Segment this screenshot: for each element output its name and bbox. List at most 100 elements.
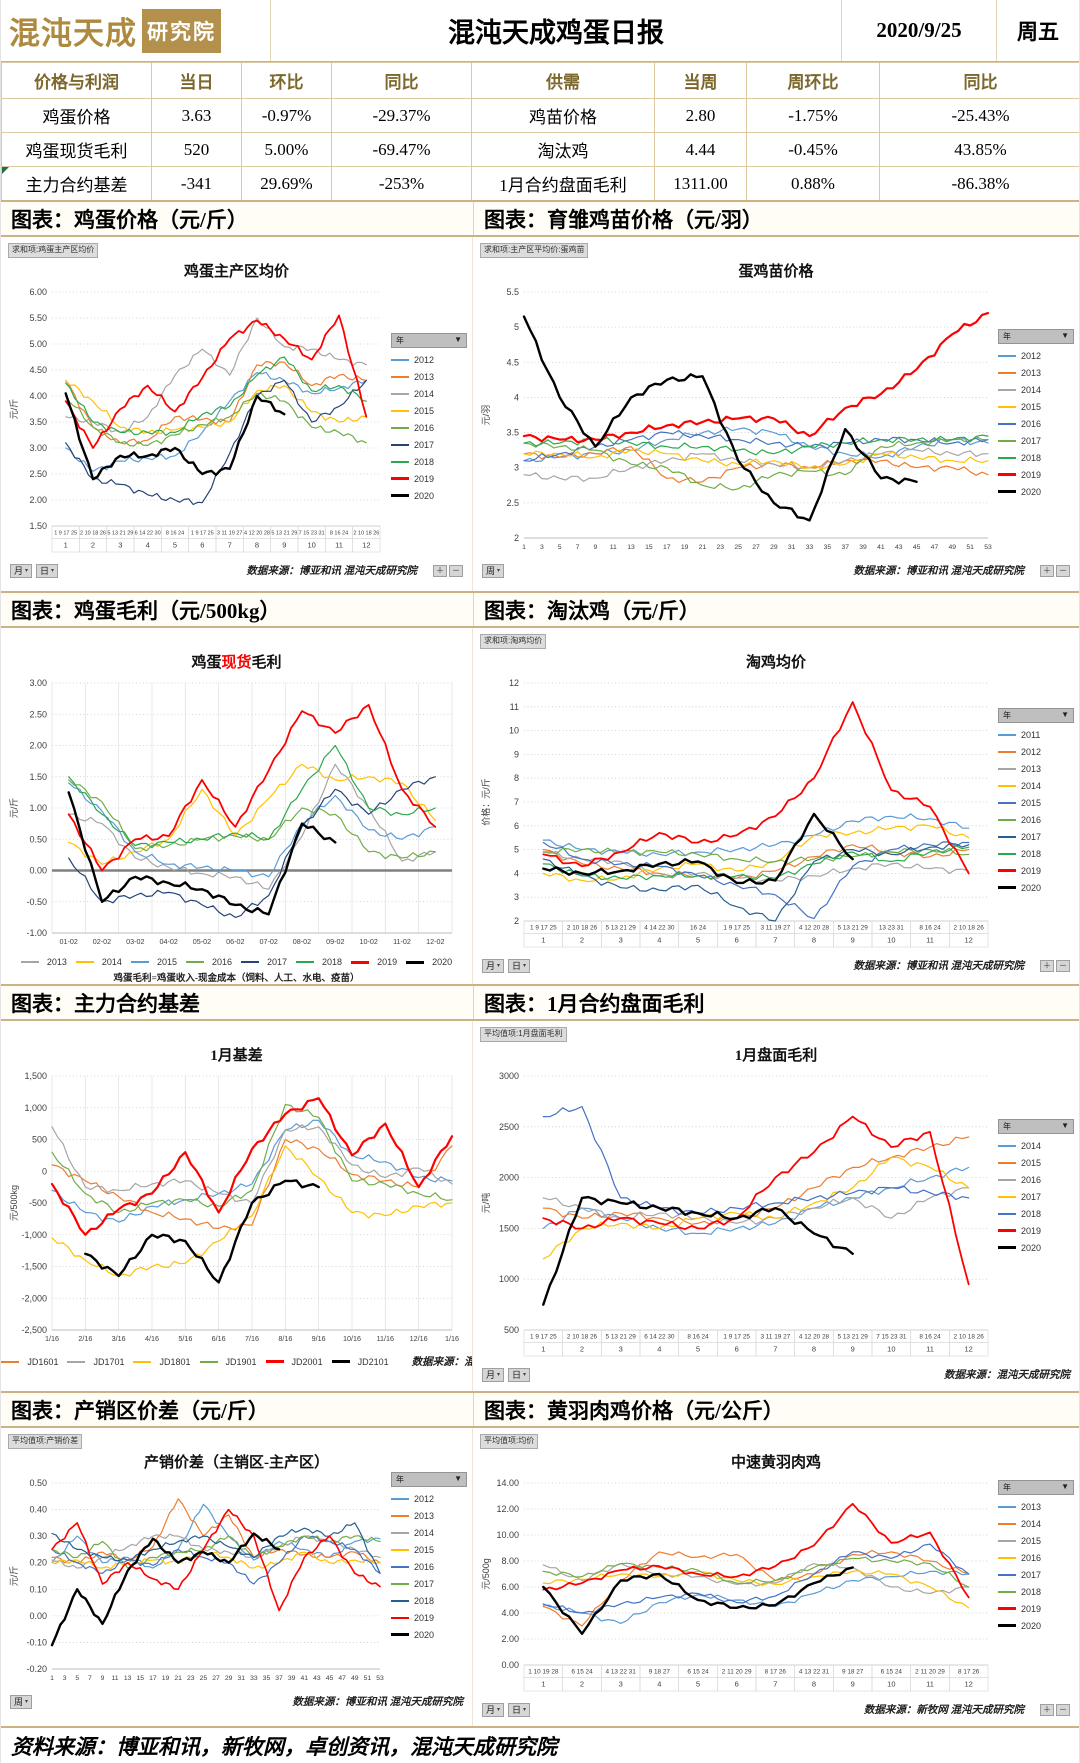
year-filter-button[interactable]: 年 ▼ <box>998 1119 1074 1134</box>
zoom-out-button[interactable]: － <box>1056 564 1070 577</box>
chart-jan-board-margin: 平均值项:1月盘面毛利 1月盘面毛利 500 1000 1500 2000 2500 3000… <box>473 1021 1079 1391</box>
field-button-label: 日 <box>512 1704 522 1715</box>
svg-text:5.5: 5.5 <box>506 287 519 297</box>
chart-footer: 周 ▾ 数据来源：博亚和讯 混沌天成研究院 <box>6 1692 467 1709</box>
section-title-cull-hen: 图表：淘汰鸡（元/斤） <box>484 598 700 623</box>
svg-text:4.5: 4.5 <box>506 357 519 367</box>
legend-swatch <box>998 1144 1016 1147</box>
svg-text:8 16 24: 8 16 24 <box>919 925 941 932</box>
svg-text:5/16: 5/16 <box>178 1334 192 1343</box>
series-line-2018 <box>542 845 970 881</box>
legend-label: JD2001 <box>291 1356 323 1367</box>
svg-text:47: 47 <box>338 1675 346 1682</box>
svg-text:08-02: 08-02 <box>293 937 311 946</box>
legend-swatch <box>391 1633 409 1636</box>
legend-label: 2020 <box>1021 882 1042 893</box>
section-title-chick-price: 图表：育雏鸡苗价格（元/羽） <box>484 207 763 232</box>
svg-text:3.5: 3.5 <box>506 428 519 438</box>
series-line-2016 <box>542 1570 970 1609</box>
chart-title-text: 蛋鸡苗价格 <box>738 264 814 280</box>
field-button-日[interactable]: 日 ▾ <box>508 1367 531 1382</box>
zoom-in-button[interactable]: ＋ <box>1040 959 1054 972</box>
svg-text:16 24: 16 24 <box>690 925 706 932</box>
svg-text:2: 2 <box>91 541 95 550</box>
svg-text:41: 41 <box>301 1675 309 1682</box>
svg-text:15: 15 <box>137 1675 145 1682</box>
zoom-out-button[interactable]: － <box>1056 1703 1070 1716</box>
legend-label: 2019 <box>1021 1225 1042 1236</box>
year-filter-button[interactable]: 年 ▼ <box>998 708 1074 723</box>
zoom-in-button[interactable]: ＋ <box>1040 564 1054 577</box>
metric-cull-hen-label: 淘汰鸡 <box>471 132 655 167</box>
field-button-月[interactable]: 月 ▾ <box>10 563 33 578</box>
logo-script-text: 混沌天成 <box>9 16 137 51</box>
legend-swatch <box>331 1360 350 1363</box>
filter-icon: ▼ <box>454 1474 462 1483</box>
series-line-2020 <box>542 1566 854 1635</box>
field-button-月[interactable]: 月 ▾ <box>482 958 505 973</box>
logo-seal-block: 研究院 <box>142 8 221 53</box>
svg-text:7: 7 <box>773 1680 777 1689</box>
svg-text:51: 51 <box>364 1675 372 1682</box>
legend-label: 2018 <box>414 456 435 467</box>
field-button-日[interactable]: 日 ▾ <box>36 563 59 578</box>
zoom-in-button[interactable]: ＋ <box>1040 1703 1054 1716</box>
legend-label: JD1901 <box>225 1356 257 1367</box>
legend-swatch <box>998 490 1016 493</box>
field-button-日[interactable]: 日 ▾ <box>508 1702 531 1717</box>
zoom-in-button[interactable]: ＋ <box>433 564 447 577</box>
legend-swatch <box>391 426 409 429</box>
svg-text:10.00: 10.00 <box>496 1530 519 1540</box>
svg-text:10: 10 <box>887 1680 895 1689</box>
section-title-egg-price: 图表：鸡蛋价格（元/斤） <box>11 207 248 232</box>
field-button-月[interactable]: 月 ▾ <box>482 1702 505 1717</box>
legend-item-2012: 2012 <box>391 1490 467 1507</box>
chart-legend: 年 ▼ 2014 2015 2016 2017 2018 2019 2020 <box>998 1119 1074 1256</box>
charts-row-1: 求和项:鸡蛋主产区均价 鸡蛋主产区均价 1.50 2.00 2.50 3.00 3.50 4.… <box>1 237 1079 591</box>
svg-text:39: 39 <box>288 1675 296 1682</box>
field-button-周[interactable]: 周 ▾ <box>482 563 505 578</box>
legend-label: 2014 <box>414 388 435 399</box>
svg-text:1: 1 <box>541 1680 545 1689</box>
svg-text:2.5: 2.5 <box>506 498 519 508</box>
legend-label: 2012 <box>414 354 435 365</box>
series-line-2018 <box>65 356 367 436</box>
filter-icon: ▼ <box>454 335 462 344</box>
svg-text:29: 29 <box>770 544 778 551</box>
legend-item-JD2001: JD2001 <box>265 1356 323 1367</box>
svg-text:8: 8 <box>812 1345 816 1354</box>
field-button-日[interactable]: 日 ▾ <box>508 958 531 973</box>
svg-text:8: 8 <box>812 1680 816 1689</box>
zoom-out-button[interactable]: － <box>1056 959 1070 972</box>
svg-text:1 10 19 28: 1 10 19 28 <box>528 1669 559 1676</box>
svg-text:2 10 18 26: 2 10 18 26 <box>954 1334 985 1341</box>
legend-item-2018: 2018 <box>998 449 1074 466</box>
chart-title-text: 淘鸡均价 <box>745 655 806 671</box>
field-button-label: 月 <box>486 1369 496 1380</box>
svg-text:500: 500 <box>32 1135 47 1145</box>
filter-label: 年 <box>396 336 404 345</box>
metric-basis-label: 主力合约基差 <box>1 166 152 200</box>
legend-swatch <box>998 1161 1016 1164</box>
svg-text:6.00: 6.00 <box>501 1582 519 1592</box>
year-filter-button[interactable]: 年 ▼ <box>998 329 1074 344</box>
svg-text:6: 6 <box>735 936 739 945</box>
svg-text:6 14 22 30: 6 14 22 30 <box>644 1334 675 1341</box>
legend-item-JD1901: JD1901 <box>199 1356 257 1367</box>
svg-text:17: 17 <box>663 544 671 551</box>
field-button-label: 月 <box>486 1704 496 1715</box>
year-filter-button[interactable]: 年 ▼ <box>998 1480 1074 1495</box>
svg-text:9: 9 <box>101 1675 105 1682</box>
field-button-月[interactable]: 月 ▾ <box>482 1367 505 1382</box>
zoom-out-button[interactable]: － <box>449 564 463 577</box>
series-line-2019 <box>542 1115 970 1286</box>
year-filter-button[interactable]: 年 ▼ <box>391 1472 467 1487</box>
svg-text:14.00: 14.00 <box>496 1478 519 1488</box>
svg-text:1/16: 1/16 <box>45 1334 59 1343</box>
svg-text:5: 5 <box>514 322 519 332</box>
year-filter-button[interactable]: 年 ▼ <box>391 333 467 348</box>
chart-legend: 年 ▼ 2012 2013 2014 2015 2016 2017 2018 2019 2020 <box>391 1472 467 1643</box>
chart-legend: 2013 2014 2015 2016 2017 2018 2019 2020 <box>6 957 467 967</box>
svg-text:5.50: 5.50 <box>29 313 47 323</box>
field-button-周[interactable]: 周 ▾ <box>10 1694 33 1709</box>
